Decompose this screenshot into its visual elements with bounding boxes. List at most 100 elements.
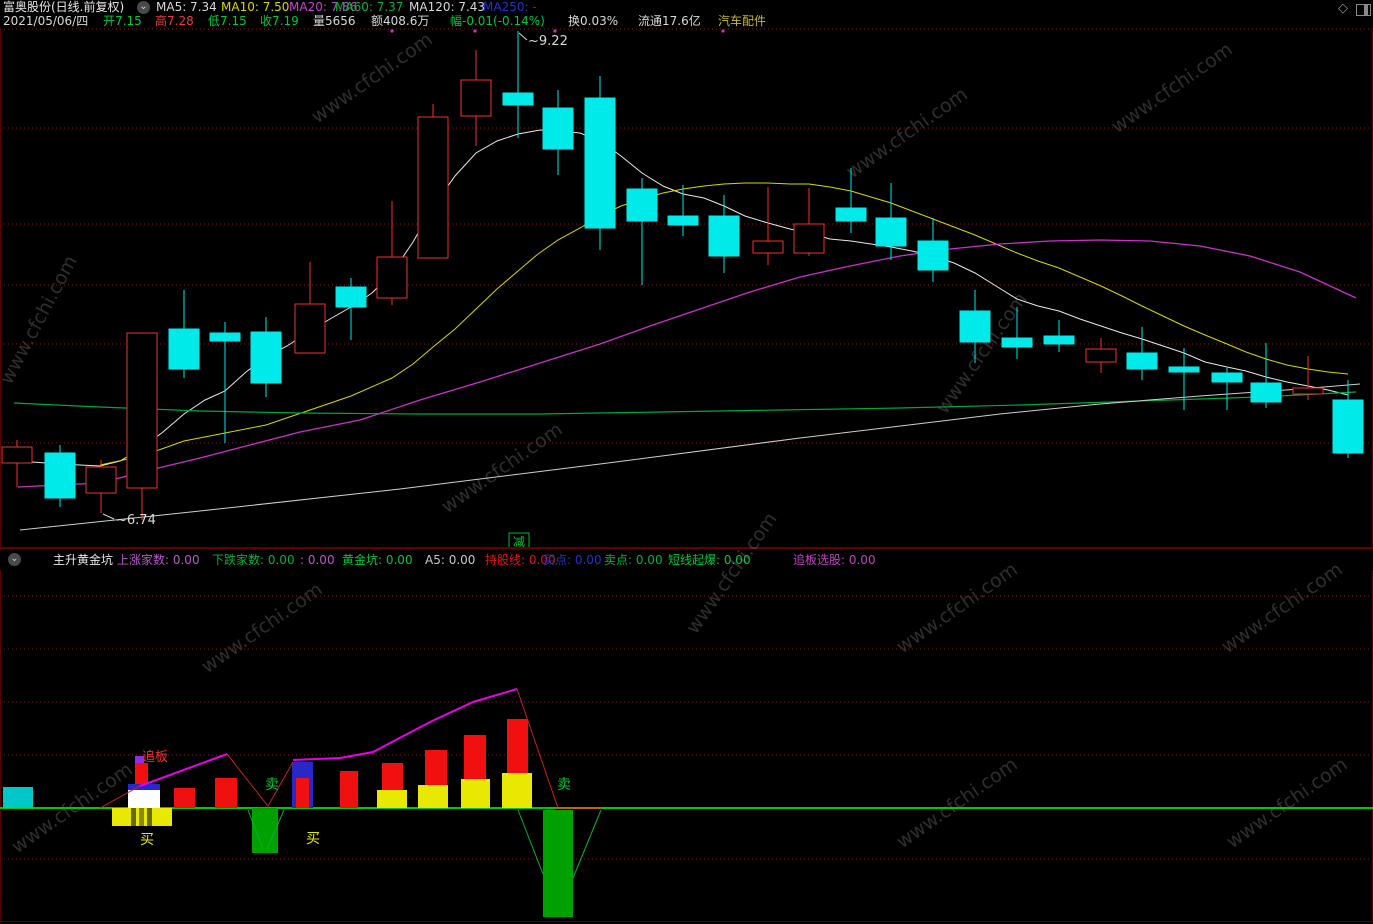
indicator-bar [139, 808, 144, 826]
signal-label: 追板 [142, 749, 168, 765]
indicator-bar [135, 763, 148, 784]
indicator-header: ⌄ 主升黄金坑 上涨家数: 0.00 下跌家数: 0.00: 0.00 黄金坑: 0… [0, 548, 1373, 571]
high-arrow [518, 32, 528, 41]
indicator-field: 短线起爆: 0.00 [668, 553, 751, 567]
header-row-1: 富奥股份(日线.前复权) ⌄ MA5: 7.34 MA10: 7.50 MA20: … [0, 0, 1373, 16]
indicator-chevron-icon[interactable]: ⌄ [8, 553, 21, 566]
indicator-bar [128, 790, 160, 808]
indicator-field: 追板选股: 0.00 [793, 553, 876, 567]
header-row-2: 2021/05/06/四 开7.15 高7.28 低7.15 收7.19 量5656 额40… [0, 14, 1373, 28]
indicator-line [516, 688, 559, 809]
ma-line-ma120 [19, 383, 1361, 531]
info-item: 换0.03% [568, 14, 619, 28]
candle-body [1001, 337, 1033, 348]
reduce-badge-label: 减 [513, 535, 525, 547]
indicator-field: 黄金坑: 0.00 [342, 553, 413, 567]
marker-dot [390, 29, 394, 33]
indicator-bar [3, 787, 33, 808]
candle-body [168, 328, 200, 370]
candle-body [460, 79, 492, 117]
indicator-bar [502, 773, 532, 808]
ma-line-ma5 [17, 129, 1349, 467]
indicator-line [99, 781, 148, 809]
indicator-bar [461, 779, 490, 808]
candle-body [835, 207, 867, 222]
info-item: 额408.6万 [371, 14, 430, 28]
candle-body [584, 97, 616, 229]
indicator-line [517, 809, 544, 875]
indicator-line [266, 809, 285, 850]
candle-body [1126, 352, 1158, 370]
signal-label: 卖 [265, 777, 279, 793]
main-chart-canvas[interactable]: ~9.22 ~6.74 减 [0, 28, 1373, 547]
candle-body [417, 116, 449, 259]
candle-body [875, 217, 907, 247]
candle-body [959, 310, 991, 343]
panel-separator [0, 547, 1373, 548]
marker-dot [553, 29, 557, 33]
indicator-bar [340, 771, 358, 808]
indicator-line [226, 753, 294, 807]
candle-body [1250, 382, 1282, 403]
signal-label: 买 [306, 831, 320, 847]
indicator-line [572, 809, 602, 879]
diamond-icon[interactable]: ◇ [1338, 1, 1348, 16]
candle-body [1211, 372, 1243, 383]
indicator-bar [296, 778, 309, 808]
collapse-chevron-icon[interactable]: ⌄ [137, 1, 150, 14]
candle-body [44, 452, 76, 499]
low-price-label: ~6.74 [116, 513, 156, 528]
ma-legend-item: MA250: - [483, 0, 537, 14]
ma-line-ma20 [17, 239, 1357, 488]
info-item: 汽车配件 [718, 14, 767, 28]
candle-body [1043, 335, 1075, 345]
candle-body [294, 303, 326, 354]
indicator-bar [174, 788, 195, 808]
candle-body [502, 92, 534, 106]
candle-body [1292, 387, 1324, 395]
ma-legend-item: MA120: 7.43 [409, 0, 486, 14]
info-item: 流通17.6亿 [638, 14, 701, 28]
indicator-bar [131, 808, 136, 826]
indicator-bar [418, 785, 448, 808]
candle-body [85, 466, 117, 494]
bottom-border [0, 921, 1373, 922]
low-arrow [102, 513, 115, 520]
candle-body [1332, 399, 1364, 454]
info-item: 收7.19 [260, 14, 299, 28]
indicator-line [139, 753, 228, 787]
indicator-bar [464, 735, 486, 779]
info-item: 幅-0.01(-0.14%) [450, 14, 545, 28]
candle-body [667, 215, 699, 226]
candle-body [793, 223, 825, 254]
ma-legend-item: MA5: 7.34 [156, 0, 217, 14]
high-price-label: ~9.22 [528, 34, 568, 49]
indicator-field: 持股线: 0.00 [485, 553, 556, 567]
candle-body [376, 256, 408, 299]
indicator-bar [377, 790, 407, 808]
indicator-name[interactable]: 主升黄金坑 [53, 553, 114, 567]
indicator-bar [135, 756, 144, 763]
indicator-line [292, 688, 518, 761]
candle-body [1085, 348, 1117, 363]
marker-dot [473, 29, 477, 33]
indicator-canvas[interactable]: 追板买 卖买 卖 [0, 570, 1373, 924]
indicator-bar [382, 763, 403, 790]
window-panes-icon[interactable] [1356, 4, 1371, 16]
indicator-bar [507, 719, 528, 773]
indicator-field: 下跌家数: 0.00 [212, 553, 295, 567]
indicator-field: 上涨家数: 0.00 [117, 553, 200, 567]
info-item: 开7.15 [103, 14, 142, 28]
indicator-field: 买点: 0.00 [543, 553, 602, 567]
candle-body [126, 332, 158, 489]
candle-body [752, 240, 784, 254]
indicator-field: A5: 0.00 [425, 553, 476, 567]
candle-body [1168, 366, 1200, 373]
ma-legend-item: MA60: 7.37 [335, 0, 404, 14]
candle-body [917, 240, 949, 271]
candle-body [335, 286, 367, 308]
reduce-badge-box [508, 532, 530, 547]
info-item: 低7.15 [208, 14, 247, 28]
ma-line-ma10 [99, 182, 1349, 466]
